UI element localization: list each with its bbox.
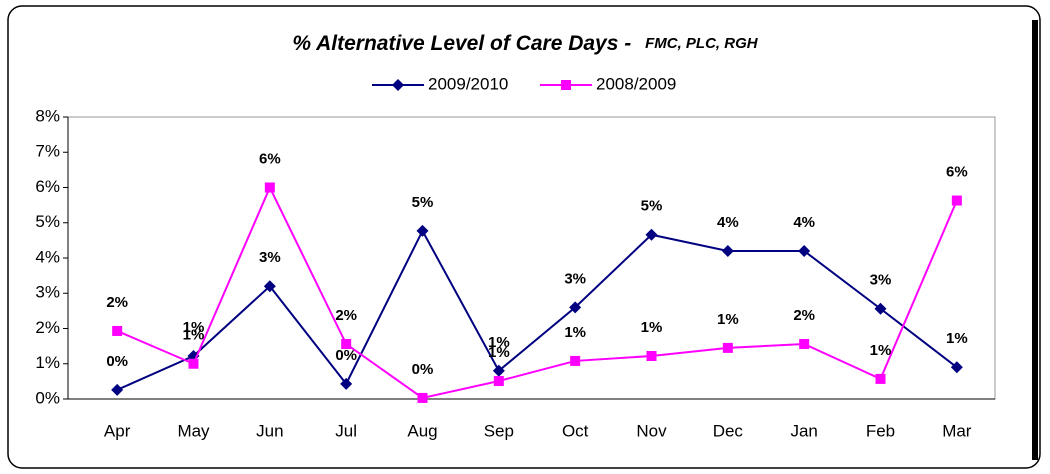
data-label: 1% <box>564 324 586 341</box>
data-label: 1% <box>870 342 892 359</box>
x-tick-label: Feb <box>866 421 895 440</box>
y-tick-label: 6% <box>35 177 60 196</box>
data-point <box>340 377 353 390</box>
data-label: 3% <box>870 272 892 289</box>
data-label: 0% <box>412 361 434 378</box>
chart-title-group: % Alternative Level of Care Days - FMC, … <box>292 32 758 55</box>
data-point <box>874 302 887 315</box>
series-line <box>116 185 958 400</box>
data-point <box>570 355 581 366</box>
data-point <box>263 280 276 293</box>
data-label: 0% <box>335 347 357 364</box>
frame-shadow <box>1032 20 1038 460</box>
x-tick-label: Dec <box>713 421 744 440</box>
y-tick-label: 7% <box>35 142 60 161</box>
data-label: 1% <box>641 319 663 336</box>
x-tick-label: Jun <box>256 421 283 440</box>
x-tick-label: Apr <box>104 421 131 440</box>
data-label: 2% <box>793 307 815 324</box>
data-label: 0% <box>106 353 128 370</box>
data-label: 1% <box>183 327 205 344</box>
data-label: 4% <box>717 214 739 231</box>
x-tick-label: Jan <box>790 421 817 440</box>
y-tick-label: 5% <box>35 212 60 231</box>
data-label: 2% <box>106 294 128 311</box>
x-tick-label: May <box>177 421 210 440</box>
data-point <box>112 325 123 336</box>
data-point <box>951 195 962 206</box>
data-point <box>646 350 657 361</box>
data-label: 6% <box>259 150 281 167</box>
data-point <box>798 244 811 257</box>
y-tick-label: 0% <box>35 388 60 407</box>
data-label: 6% <box>946 164 968 181</box>
x-tick-label: Nov <box>636 421 667 440</box>
data-label: 3% <box>259 249 281 266</box>
data-point <box>492 364 505 377</box>
data-label: 4% <box>793 214 815 231</box>
y-tick-label: 1% <box>35 353 60 372</box>
series-line <box>116 228 958 391</box>
data-point <box>416 224 429 237</box>
data-label: 5% <box>412 194 434 211</box>
x-tick-label: Sep <box>484 421 514 440</box>
data-point <box>493 376 504 387</box>
data-label: 1% <box>488 334 510 351</box>
y-tick-label: 2% <box>35 318 60 337</box>
legend-label: 2009/2010 <box>428 74 508 93</box>
data-point <box>264 182 275 193</box>
data-point <box>722 342 733 353</box>
x-tick-label: Oct <box>562 421 589 440</box>
data-label: 1% <box>488 344 510 361</box>
data-label: 3% <box>564 270 586 287</box>
legend-marker <box>392 79 404 91</box>
x-tick-label: Aug <box>407 421 437 440</box>
x-tick-label: Mar <box>942 421 972 440</box>
y-tick-label: 3% <box>35 283 60 302</box>
data-point <box>645 228 658 241</box>
data-point <box>111 383 124 396</box>
chart-title: % Alternative Level of Care Days - <box>292 32 631 55</box>
y-tick-label: 8% <box>35 106 60 125</box>
chart-frame <box>7 5 1041 469</box>
data-point <box>799 339 810 350</box>
data-point <box>341 339 352 350</box>
data-point <box>875 373 886 384</box>
legend-label: 2008/2009 <box>596 74 676 93</box>
y-tick-label: 4% <box>35 247 60 266</box>
legend-marker <box>561 80 571 90</box>
data-label: 5% <box>641 198 663 215</box>
x-tick-label: Jul <box>335 421 357 440</box>
data-label: 2% <box>335 307 357 324</box>
data-point <box>188 358 199 369</box>
chart-subtitle: FMC, PLC, RGH <box>645 35 759 52</box>
data-point <box>950 361 963 374</box>
data-label: 1% <box>717 311 739 328</box>
data-point <box>417 392 428 403</box>
data-point <box>569 301 582 314</box>
data-point <box>721 244 734 257</box>
data-label: 1% <box>183 319 205 336</box>
data-label: 1% <box>946 330 968 347</box>
